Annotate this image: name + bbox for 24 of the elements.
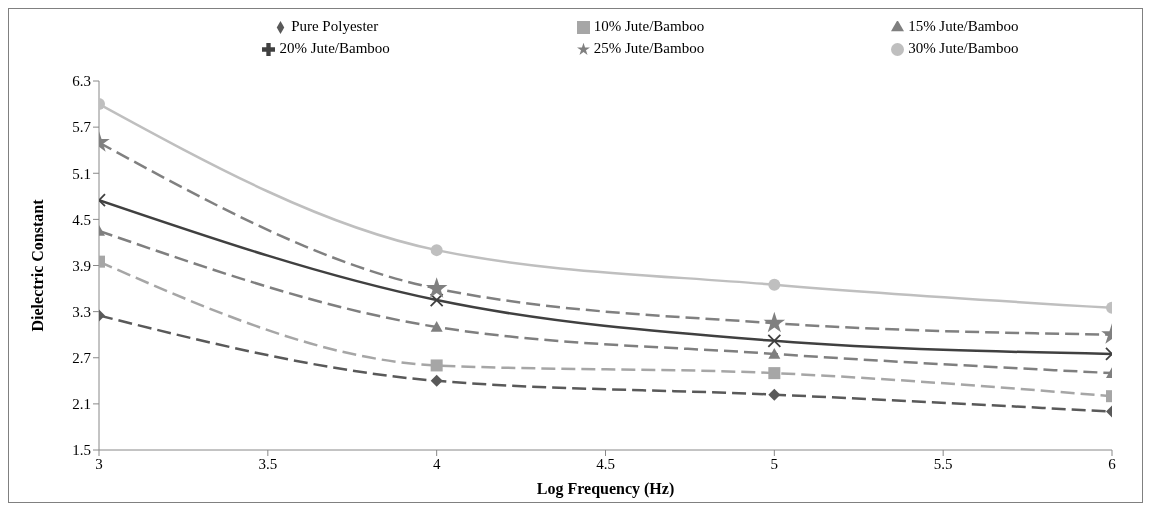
legend-label: Pure Polyester — [291, 18, 379, 34]
y-tick-label: 2.7 — [72, 350, 92, 367]
y-tick-label: 5.7 — [72, 119, 92, 136]
legend-label: 20% Jute/Bamboo — [279, 40, 390, 56]
x-tick-label: 5 — [770, 455, 779, 472]
y-tick-label: 3.3 — [72, 303, 91, 320]
y-tick-label: 6.3 — [72, 73, 91, 90]
x-axis-title: Log Frequency (Hz) — [536, 480, 675, 498]
legend-label: 10% Jute/Bamboo — [593, 18, 705, 34]
y-tick-label: 3.9 — [72, 257, 91, 274]
y-tick-label: 4.5 — [72, 211, 91, 228]
x-tick-label: 6 — [1108, 455, 1117, 472]
x-tick-label: 3 — [95, 455, 103, 472]
y-tick-label: 2.1 — [72, 396, 91, 413]
x-tick-label: 3.5 — [258, 455, 278, 472]
x-tick-label: 4.5 — [596, 455, 615, 472]
legend-label: 25% Jute/Bamboo — [593, 40, 705, 56]
y-axis-title: Dielectric Constant — [28, 198, 46, 332]
y-tick-label: 1.5 — [72, 442, 91, 459]
x-tick-label: 4 — [432, 455, 441, 472]
legend-label: 15% Jute/Bamboo — [908, 18, 1019, 34]
y-tick-label: 5.1 — [72, 165, 91, 182]
legend-label: 30% Jute/Bamboo — [908, 40, 1019, 56]
x-tick-label: 5.5 — [933, 455, 953, 472]
